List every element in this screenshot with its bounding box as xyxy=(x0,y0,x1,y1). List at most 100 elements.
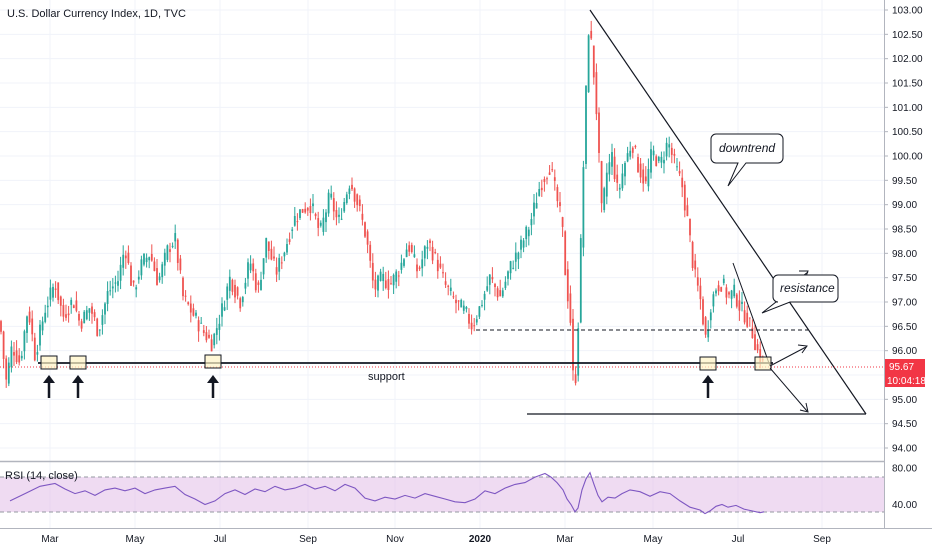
resistance-callout[interactable]: resistance xyxy=(761,274,839,314)
candle-body xyxy=(709,312,712,321)
candle-body xyxy=(465,306,468,310)
candle-body xyxy=(611,152,613,167)
candle-body xyxy=(384,280,387,289)
candle-body xyxy=(683,184,686,211)
candle-body xyxy=(88,308,91,313)
candle-body xyxy=(637,156,639,173)
candle-body xyxy=(23,331,26,352)
y-tick-label: 95.00 xyxy=(892,395,917,406)
rsi-label: RSI (14, close) xyxy=(5,470,78,482)
support-touch-box[interactable] xyxy=(69,355,87,370)
y-tick-label: 94.00 xyxy=(892,444,917,455)
candle-body xyxy=(561,217,564,227)
x-tick-label: May xyxy=(644,534,663,545)
candle-body xyxy=(153,261,156,272)
candle-body xyxy=(670,147,673,155)
candle-body xyxy=(215,328,218,335)
price-axis[interactable]: 103.00 102.50 102.00 101.50 101.00 100.50 100.… xyxy=(884,6,923,455)
countdown-tag xyxy=(885,373,925,387)
candle-body xyxy=(624,162,626,177)
rsi-axis[interactable]: 80.00 40.00 xyxy=(892,464,917,512)
candle-body xyxy=(345,194,348,203)
candle-body xyxy=(397,275,400,277)
candle-body xyxy=(543,178,546,182)
candle-body xyxy=(647,169,650,187)
candle-body xyxy=(166,245,169,260)
candle-body xyxy=(267,241,270,251)
candle-body xyxy=(403,259,405,266)
candle-body xyxy=(535,203,538,209)
candle-body xyxy=(673,153,676,156)
candle-body xyxy=(234,284,236,298)
candle-body xyxy=(150,253,153,261)
candle-body xyxy=(631,147,634,153)
candle-body xyxy=(197,320,200,332)
current-price-value: 95.67 xyxy=(889,362,914,373)
support-touch-box[interactable] xyxy=(40,355,58,370)
candle-body xyxy=(283,252,286,257)
candle-body xyxy=(587,35,590,93)
candle-body xyxy=(538,189,541,196)
candle-body xyxy=(712,294,715,307)
candle-body xyxy=(226,286,229,300)
candle-body xyxy=(436,259,439,272)
candle-body xyxy=(119,264,122,281)
candle-body xyxy=(254,273,257,291)
candle-body xyxy=(585,85,587,164)
candle-body xyxy=(278,257,281,272)
candle-body xyxy=(439,263,442,268)
candle-body xyxy=(509,261,512,274)
candle-body xyxy=(657,157,660,161)
breakout-projection-arrow[interactable] xyxy=(769,344,808,367)
candle-body xyxy=(301,209,304,213)
candle-body xyxy=(358,199,361,206)
candle-body xyxy=(85,310,88,320)
candle-body xyxy=(663,159,665,164)
candle-body xyxy=(280,262,283,264)
y-tick-label: 99.50 xyxy=(892,176,917,187)
candle-body xyxy=(759,349,762,364)
time-axis[interactable]: Mar May Jul Sep Nov 2020 Mar May Jul Sep xyxy=(41,534,831,545)
candle-body xyxy=(205,332,208,341)
y-tick-label: 101.00 xyxy=(892,103,923,114)
rsi-series xyxy=(9,471,765,515)
candle-body xyxy=(176,239,179,263)
y-tick-label: 100.50 xyxy=(892,127,923,138)
price-pane xyxy=(0,0,884,460)
candle-body xyxy=(754,334,756,351)
candle-body xyxy=(10,346,13,368)
candle-body xyxy=(145,257,148,263)
resistance-line[interactable] xyxy=(732,262,771,367)
x-tick-label: May xyxy=(126,534,145,545)
candle-body xyxy=(343,202,346,212)
downtrend-line[interactable] xyxy=(589,9,867,415)
y-tick-label: 98.50 xyxy=(892,225,917,236)
downtrend-callout[interactable]: downtrend xyxy=(710,133,784,187)
candle-body xyxy=(681,177,684,188)
candle-body xyxy=(652,150,655,156)
candle-body xyxy=(449,287,452,291)
support-touch-box[interactable] xyxy=(699,356,717,371)
candle-body xyxy=(715,290,717,294)
candle-body xyxy=(213,333,216,346)
candle-body xyxy=(46,305,49,308)
candle-body xyxy=(158,276,161,281)
candle-body xyxy=(423,246,426,259)
candle-body xyxy=(163,252,166,266)
candle-body xyxy=(252,263,255,272)
support-touch-box[interactable] xyxy=(204,354,222,369)
breakdown-projection-arrow[interactable] xyxy=(769,367,809,413)
candle-body xyxy=(530,219,533,226)
candle-body xyxy=(452,296,455,298)
candle-body xyxy=(340,218,343,220)
candle-body xyxy=(98,329,101,331)
candle-body xyxy=(184,295,187,297)
candle-body xyxy=(491,276,494,280)
candle-body xyxy=(304,208,307,213)
candle-body xyxy=(169,249,171,252)
candle-body xyxy=(262,258,265,275)
candle-body xyxy=(20,355,23,359)
support-touch-box[interactable] xyxy=(754,356,772,371)
candle-body xyxy=(699,285,702,300)
candle-body xyxy=(377,275,379,291)
